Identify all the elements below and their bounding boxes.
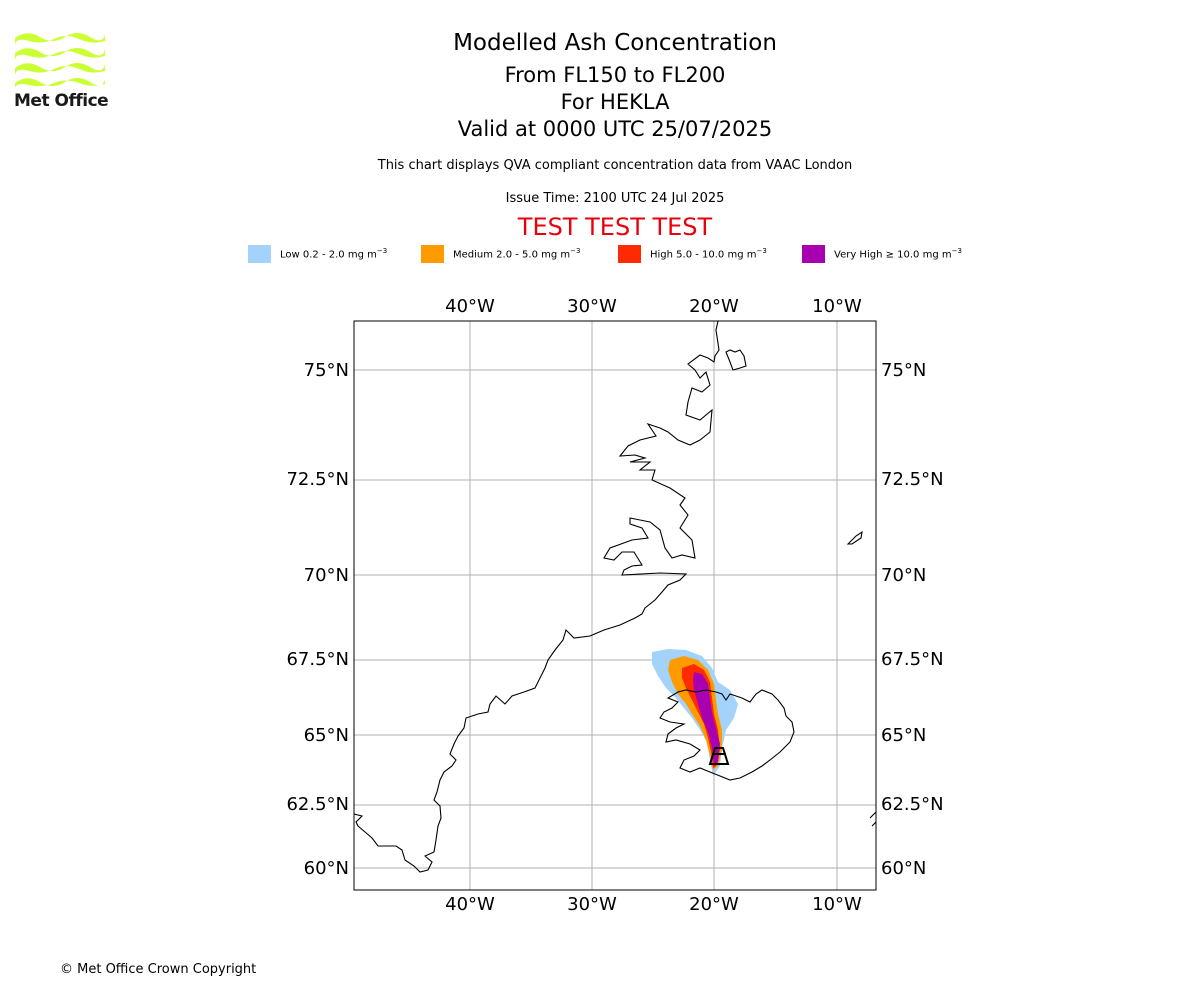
- test-banner: TEST TEST TEST: [517, 213, 713, 241]
- met-office-logo: [15, 33, 105, 88]
- ash-very-high-contour: [693, 672, 720, 766]
- lon-tick-top-10w: 10°W: [812, 296, 862, 317]
- legend-swatch-very-high: [802, 244, 825, 263]
- chart-subtitle: This chart displays QVA compliant concen…: [377, 158, 853, 173]
- ash-contours: [652, 649, 738, 776]
- legend-item-medium: Medium 2.0 - 5.0 mg m−3: [421, 244, 580, 263]
- legend-item-high: High 5.0 - 10.0 mg m−3: [618, 244, 767, 263]
- lat-tick-right-60n: 60°N: [881, 858, 926, 879]
- lat-tick-right-72-5n: 72.5°N: [881, 469, 944, 490]
- jan-mayen-outline: [846, 530, 863, 545]
- chart-title: Modelled Ash Concentration: [453, 30, 777, 56]
- lat-tick-right-75n: 75°N: [881, 360, 926, 381]
- volcano-name: For HEKLA: [560, 90, 670, 114]
- lat-tick-left-67-5n: 67.5°N: [286, 649, 349, 670]
- issue-time: Issue Time: 2100 UTC 24 Jul 2025: [505, 191, 725, 206]
- lat-tick-right-65n: 65°N: [881, 725, 926, 746]
- lat-tick-left-62-5n: 62.5°N: [286, 794, 349, 815]
- lon-tick-top-30w: 30°W: [567, 296, 617, 317]
- lat-tick-right-62-5n: 62.5°N: [881, 794, 944, 815]
- legend-swatch-high: [618, 244, 641, 263]
- lon-tick-bottom-20w: 20°W: [689, 894, 739, 915]
- lat-tick-left-75n: 75°N: [304, 360, 349, 381]
- legend-label-high: High 5.0 - 10.0 mg m−3: [650, 246, 767, 261]
- lon-tick-bottom-40w: 40°W: [445, 894, 495, 915]
- lon-tick-bottom-10w: 10°W: [812, 894, 862, 915]
- copyright-notice: © Met Office Crown Copyright: [60, 962, 257, 977]
- lat-tick-left-70n: 70°N: [304, 565, 349, 586]
- flight-levels: From FL150 to FL200: [504, 63, 726, 87]
- faroe-outline: [869, 811, 876, 827]
- gridlines: [354, 321, 876, 890]
- lon-tick-top-40w: 40°W: [445, 296, 495, 317]
- legend-label-medium: Medium 2.0 - 5.0 mg m−3: [453, 246, 581, 261]
- hekla-marker: [708, 747, 730, 765]
- legend-swatch-low: [248, 244, 271, 263]
- map-frame: [353, 320, 877, 891]
- legend-item-low: Low 0.2 - 2.0 mg m−3: [248, 244, 387, 263]
- legend-swatch-medium: [421, 244, 444, 263]
- lat-tick-right-67-5n: 67.5°N: [881, 649, 944, 670]
- valid-time: Valid at 0000 UTC 25/07/2025: [457, 117, 773, 141]
- greenland-coastline: [354, 321, 720, 873]
- lat-tick-left-65n: 65°N: [304, 725, 349, 746]
- lat-tick-left-72-5n: 72.5°N: [286, 469, 349, 490]
- legend-item-very-high: Very High ≥ 10.0 mg m−3: [802, 244, 962, 263]
- iceland-coastline: [659, 689, 795, 781]
- greenland-fjord: [725, 349, 747, 371]
- lat-tick-left-60n: 60°N: [304, 858, 349, 879]
- legend-label-very-high: Very High ≥ 10.0 mg m−3: [834, 246, 962, 261]
- legend-label-low: Low 0.2 - 2.0 mg m−3: [280, 246, 388, 261]
- lat-tick-right-70n: 70°N: [881, 565, 926, 586]
- logo-text: Met Office: [14, 91, 109, 111]
- lon-tick-bottom-30w: 30°W: [567, 894, 617, 915]
- lon-tick-top-20w: 20°W: [689, 296, 739, 317]
